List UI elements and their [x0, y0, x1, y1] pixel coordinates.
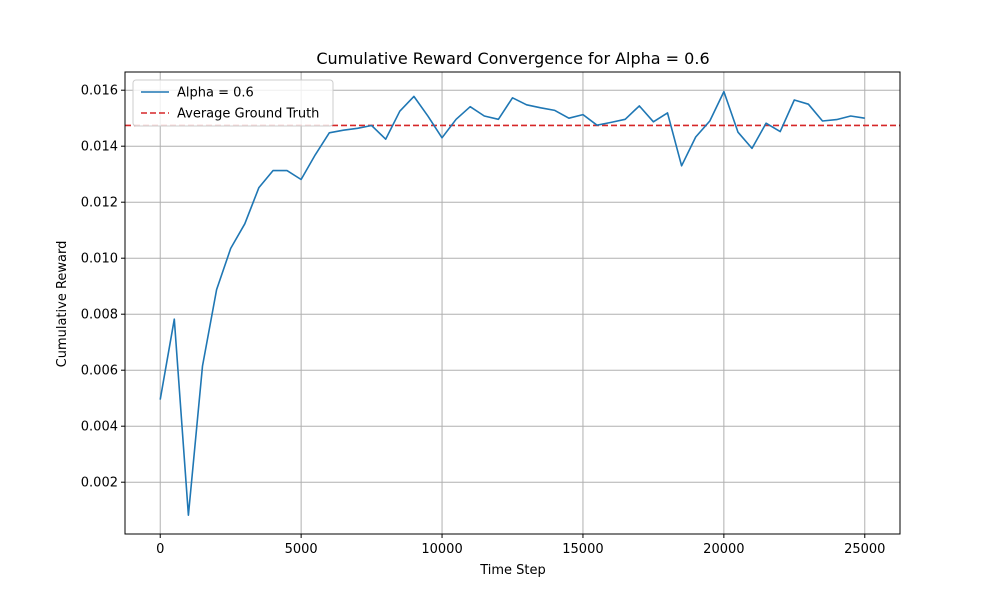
y-tick-label: 0.006: [81, 364, 118, 379]
y-tick-label: 0.010: [81, 252, 118, 267]
legend-label: Alpha = 0.6: [177, 86, 254, 101]
x-tick-label: 0: [156, 542, 164, 557]
x-tick-label: 25000: [844, 542, 885, 557]
x-tick-label: 15000: [562, 542, 603, 557]
y-tick-label: 0.002: [81, 476, 118, 491]
y-tick-label: 0.004: [81, 420, 118, 435]
y-tick-label: 0.012: [81, 196, 118, 211]
series-lines: [159, 90, 865, 517]
x-tick-label: 5000: [285, 542, 318, 557]
x-tick-label: 20000: [703, 542, 744, 557]
legend: Alpha = 0.6 Average Ground Truth: [132, 79, 334, 127]
y-tick-label: 0.016: [81, 84, 118, 99]
legend-box: [132, 79, 334, 127]
x-tick-label: 10000: [421, 542, 462, 557]
series-line-alpha: [159, 90, 865, 517]
axis-ticks: 0 5000 10000 15000 20000 25000 0.002 0.004 0.006…: [81, 84, 886, 557]
y-tick-label: 0.008: [81, 308, 118, 323]
chart-title: Cumulative Reward Convergence for Alpha …: [316, 49, 709, 68]
legend-label: Average Ground Truth: [177, 107, 319, 122]
y-tick-label: 0.014: [81, 140, 118, 155]
y-axis-label: Cumulative Reward: [55, 241, 70, 368]
grid: [125, 72, 900, 534]
plot-frame: [124, 71, 901, 535]
x-axis-label: Time Step: [479, 563, 546, 578]
